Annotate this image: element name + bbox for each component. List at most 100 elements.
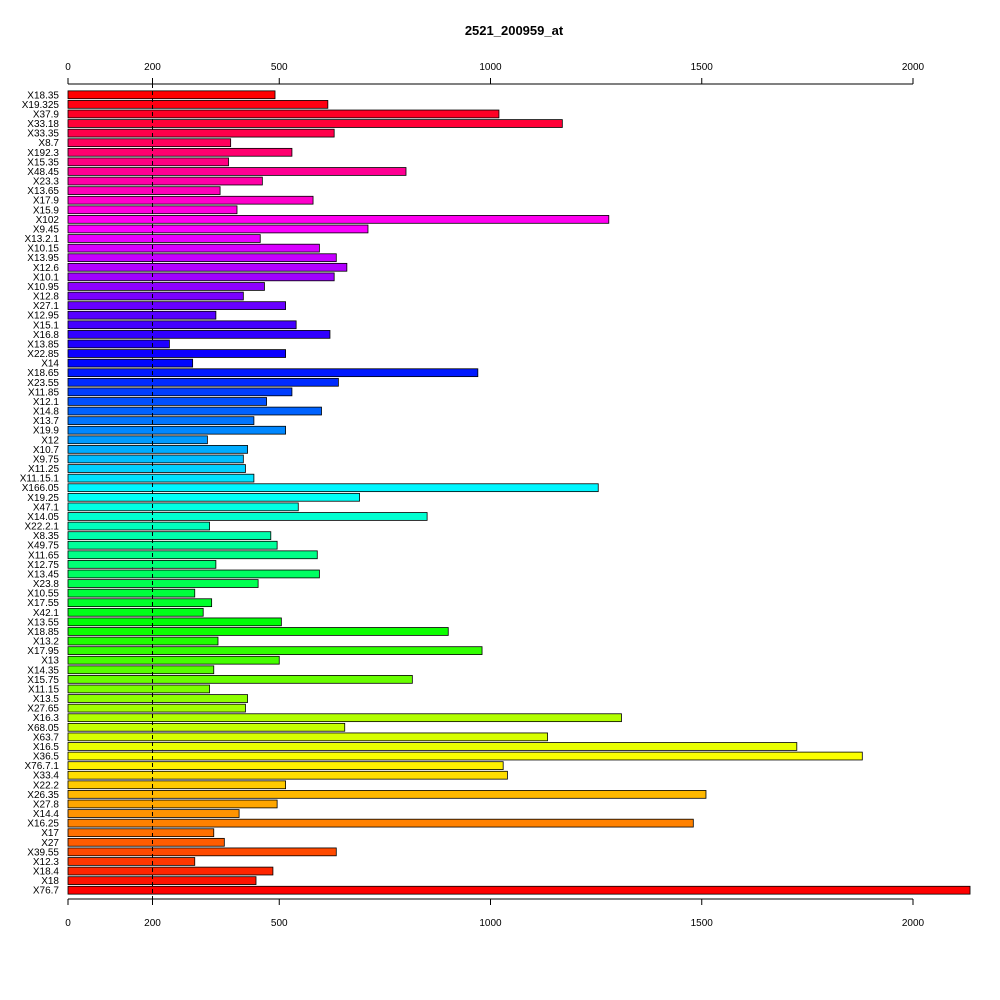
category-label: X14 <box>41 359 59 370</box>
bar <box>67 224 369 234</box>
bar <box>67 282 265 291</box>
bar <box>67 368 479 378</box>
bar <box>67 512 428 521</box>
bar <box>67 876 257 885</box>
category-label: X13.5 <box>33 694 60 705</box>
bar <box>67 636 219 646</box>
bar <box>67 167 407 176</box>
bar <box>67 157 229 167</box>
bar <box>67 790 707 799</box>
category-label: X18.85 <box>27 627 59 638</box>
category-label: X13.45 <box>27 569 59 580</box>
category-label: X63.7 <box>33 732 60 743</box>
bar <box>67 310 217 320</box>
bar <box>67 234 261 243</box>
bar <box>67 186 221 195</box>
bottom-axis: 0 200 500 1000 1500 2000 <box>65 898 925 929</box>
bar <box>67 330 331 339</box>
bar <box>67 138 232 148</box>
category-label: X12 <box>41 435 59 446</box>
category-label: X8.7 <box>38 138 59 149</box>
bottom-axis-tick-label: 1500 <box>691 918 714 929</box>
category-label: X14.4 <box>33 809 60 820</box>
category-label: X23.55 <box>27 378 59 389</box>
bar <box>67 588 196 598</box>
bar <box>67 751 863 761</box>
bar <box>67 473 255 483</box>
category-label: X18.35 <box>27 90 59 101</box>
category-label: X192.3 <box>27 148 59 159</box>
bar <box>67 550 318 560</box>
category-label: X13.2 <box>33 637 60 648</box>
category-label: X15.9 <box>33 205 60 216</box>
category-label: X10.15 <box>27 244 59 255</box>
category-label: X9.45 <box>33 224 60 235</box>
category-label: X12.8 <box>33 292 60 303</box>
category-label: X15.75 <box>27 675 59 686</box>
category-label: X11.65 <box>28 550 59 561</box>
bar <box>67 291 244 301</box>
bar <box>67 722 346 732</box>
bar <box>67 732 548 742</box>
category-label: X11.25 <box>28 464 59 475</box>
category-label: X19.325 <box>22 100 60 111</box>
category-label: X76.7.1 <box>25 761 60 772</box>
bar <box>67 627 449 636</box>
category-label: X33.4 <box>33 771 60 782</box>
bar <box>67 579 259 588</box>
bar <box>67 607 204 617</box>
category-label: X8.35 <box>33 531 60 542</box>
bar <box>67 215 610 224</box>
bar <box>67 780 286 790</box>
bottom-axis-tick-label: 500 <box>271 918 288 929</box>
category-label: X23.3 <box>33 177 60 188</box>
category-label: X16.5 <box>33 742 60 753</box>
category-label: X12.75 <box>27 560 59 571</box>
bar <box>67 109 500 119</box>
bar <box>67 502 299 512</box>
bar <box>67 90 276 100</box>
category-label: X15.1 <box>33 320 60 331</box>
category-label: X16.3 <box>33 713 60 724</box>
bar <box>67 655 280 665</box>
bar <box>67 435 208 445</box>
category-label: X13.85 <box>27 339 59 350</box>
category-label: X18 <box>41 876 59 887</box>
category-label: X13.65 <box>27 186 59 197</box>
bar <box>67 406 322 416</box>
bottom-axis-tick-label: 0 <box>65 918 71 929</box>
bar <box>67 176 263 186</box>
category-label: X39.55 <box>27 847 59 858</box>
bar <box>67 262 348 272</box>
bar <box>67 454 244 464</box>
category-label: X16.8 <box>33 330 60 341</box>
bar <box>67 483 599 493</box>
category-label: X22.2 <box>33 780 60 791</box>
top-axis-tick-label: 1500 <box>691 62 714 73</box>
category-label: X47.1 <box>33 502 60 513</box>
bar <box>67 694 248 703</box>
top-axis-tick-label: 500 <box>271 62 288 73</box>
bar <box>67 243 320 253</box>
category-label: X14.35 <box>27 665 59 676</box>
bar <box>67 301 286 310</box>
category-label: X10.7 <box>33 445 60 456</box>
bar <box>67 617 282 627</box>
top-axis-tick-label: 2000 <box>902 62 925 73</box>
bottom-axis-tick-label: 1000 <box>479 918 502 929</box>
category-labels-group: X18.35X19.325X37.9X33.18X33.35X8.7X192.3… <box>20 90 60 896</box>
top-axis: 0 200 500 1000 1500 2000 <box>65 62 925 85</box>
category-label: X102 <box>36 215 60 226</box>
bar <box>67 349 286 358</box>
bar <box>67 377 339 387</box>
bottom-axis-tick-label: 200 <box>144 918 161 929</box>
bar <box>67 358 194 368</box>
category-label: X19.9 <box>33 426 60 437</box>
bar <box>67 397 267 406</box>
bar <box>67 598 213 608</box>
category-label: X27.65 <box>27 704 59 715</box>
bar <box>67 857 196 866</box>
category-label: X33.18 <box>27 119 59 130</box>
category-label: X49.75 <box>27 541 59 552</box>
category-label: X16.25 <box>27 819 59 830</box>
